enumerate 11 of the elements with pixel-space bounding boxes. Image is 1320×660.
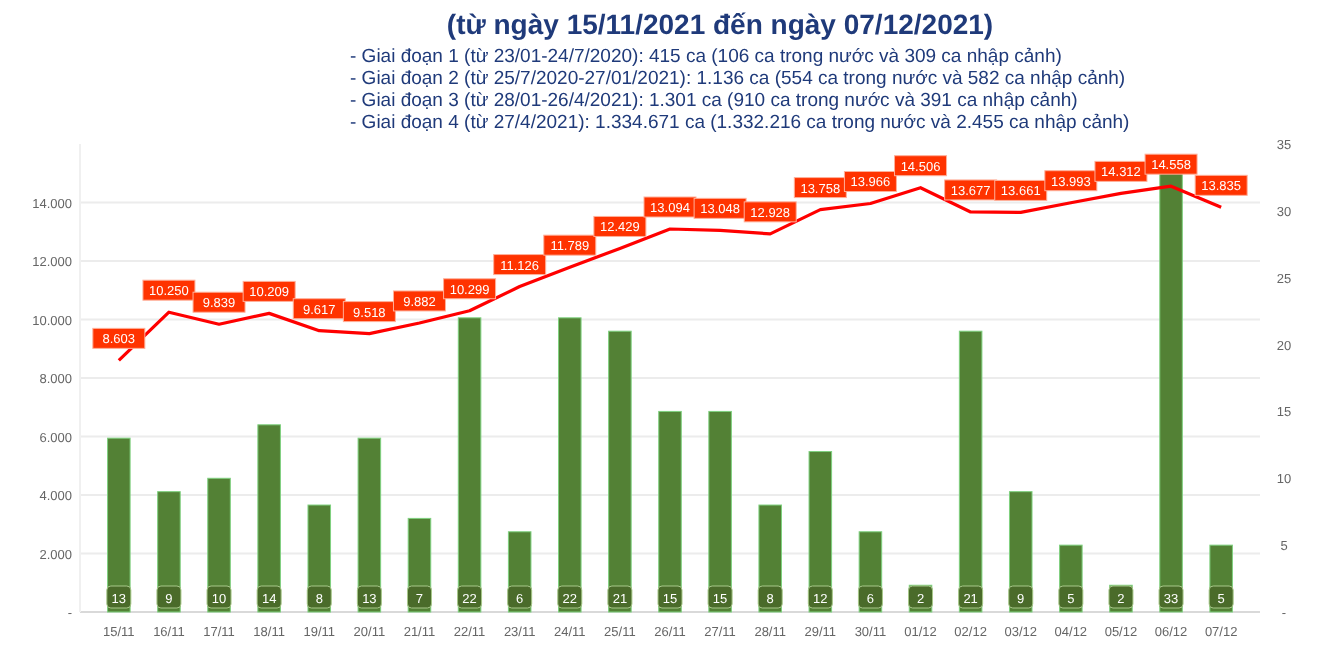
text: - Giai đoạn 2 (từ 25/7/2020-27/01/2021): 1.136 ca (554 ca trong nước và 582 ca nhập cảnh) <box>350 68 1126 90</box>
bar <box>558 317 582 613</box>
text: - Giai đoạn 1 (từ 23/01-24/7/2020): 415 ca (106 ca trong nước và 309 ca nhập cảnh) <box>350 46 1062 68</box>
bar <box>457 317 482 613</box>
bar <box>658 410 682 613</box>
bar <box>958 330 983 613</box>
bar <box>608 330 632 613</box>
chart-title: (từ ngày 15/11/2021 đến ngày 07/12/2021) <box>446 8 994 40</box>
text: - Giai đoạn 3 (từ 28/01-26/4/2021): 1.301 ca (910 ca trong nước và 391 ca nhập cảnh) <box>350 90 1078 112</box>
text: - Giai đoạn 4 (từ 27/4/2021): 1.334.671 ca (1.332.216 ca trong nước và 2.455 ca nhập cảnh) <box>350 112 1130 134</box>
bar <box>708 410 732 613</box>
